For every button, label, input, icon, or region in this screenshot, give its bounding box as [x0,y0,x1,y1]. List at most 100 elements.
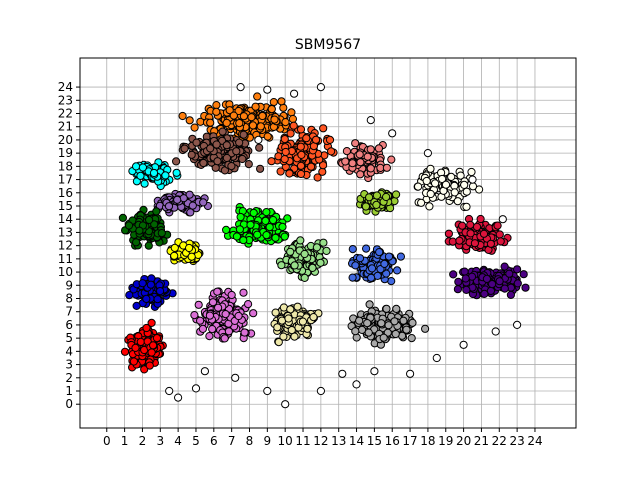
outlier-point [174,393,183,402]
scatter-point [172,168,181,177]
scatter-point [327,147,336,156]
scatter-point [284,314,293,323]
x-tick-label: 23 [509,434,524,448]
scatter-point [198,324,207,333]
scatter-point [453,285,462,294]
scatter-point [149,341,158,350]
scatter-point [363,319,372,328]
outlier-point [316,386,325,396]
x-tick-label: 6 [210,434,218,448]
scatter-cluster [166,238,204,266]
x-tick-label: 11 [295,434,310,448]
y-tick-label: 5 [65,331,73,345]
outlier-point [513,320,522,329]
scatter-point [156,287,165,296]
scatter-point [187,252,196,261]
scatter-point [300,249,309,259]
y-tick-label: 0 [65,397,73,411]
scatter-point [170,243,179,252]
scatter-point [296,169,306,179]
scatter-point [138,163,147,172]
x-tick-label: 14 [349,434,364,448]
scatter-point [319,238,328,247]
axes-frame [79,57,577,429]
y-tick-label: 23 [58,93,73,107]
y-tick-label: 6 [65,318,73,332]
scatter-point [234,311,243,321]
scatter-point [348,159,357,168]
scatter-point [375,248,384,257]
scatter-point [521,283,530,292]
scatter-point [287,326,296,335]
scatter-point [280,135,289,144]
scatter-point [380,259,389,268]
x-tick-label: 20 [456,434,471,448]
scatter-point [140,365,149,374]
scatter-point [449,270,458,279]
outlier-point [423,149,432,158]
x-tick-label: 12 [313,434,328,448]
scatter-point [364,328,373,337]
scatter-point [454,277,463,286]
scatter-point [356,170,365,179]
scatter-point [298,317,307,326]
y-tick-label: 16 [58,186,73,200]
scatter-point [377,319,386,328]
scatter-point [152,334,162,343]
scatter-point [262,231,271,240]
outlier-point [165,386,174,396]
scatter-point [236,212,245,222]
scatter-point [382,269,391,278]
scatter-point [488,280,497,289]
scatter-point [393,266,402,275]
scatter-point [290,261,299,270]
scatter-point [426,164,435,173]
scatter-point [132,301,141,310]
outlier-point [498,215,507,224]
scatter-point [372,200,381,209]
scatter-cluster [413,164,484,212]
scatter-point [178,111,187,121]
scatter-point [239,112,248,121]
scatter-point [132,238,141,247]
scatter-point [225,106,234,115]
scatter-point [348,273,357,282]
outlier-point [263,85,272,94]
scatter-point [140,179,149,188]
x-tick-label: 4 [174,434,182,448]
y-tick-label: 12 [58,239,73,253]
scatter-point [235,119,244,128]
scatter-point [124,221,134,230]
scatter-point [274,338,283,347]
scatter-point [244,160,253,169]
scatter-point [286,129,295,138]
scatter-point [286,247,295,256]
scatter-point [316,258,325,267]
scatter-point [366,164,375,173]
outlier-point [254,135,263,144]
scatter-cluster [444,214,512,255]
scatter-point [519,270,528,279]
y-tick-label: 14 [58,212,73,226]
scatter-point [303,324,312,333]
scatter-point [407,334,416,343]
scatter-point [244,300,253,309]
scatter-point [297,150,306,159]
scatter-point [280,155,289,164]
scatter-point [206,118,215,127]
scatter-point [144,241,153,250]
scatter-point [462,187,471,196]
scatter-point [218,127,227,136]
scatter-point [161,171,170,180]
scatter-point [382,192,391,202]
x-tick-label: 1 [121,434,129,448]
scatter-point [256,164,265,173]
scatter-point [460,180,469,189]
scatter-point [441,180,451,189]
scatter-point [281,147,290,157]
outlier-point [459,340,468,349]
scatter-point [313,173,322,182]
scatter-point [351,327,360,336]
outlier-point [191,384,201,393]
